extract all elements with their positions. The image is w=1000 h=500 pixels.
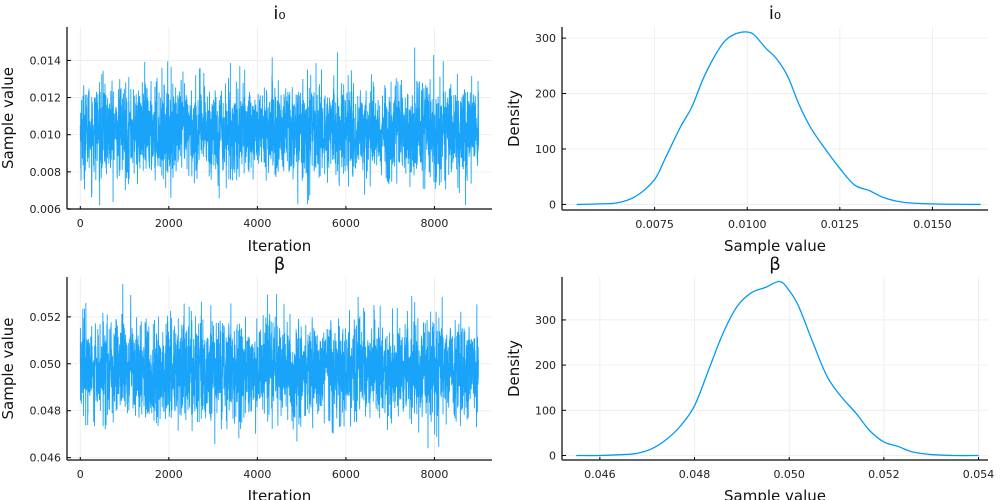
x-tick-label: 0	[77, 468, 84, 481]
y-axis-label: Sample value	[0, 67, 17, 169]
y-tick-label: 0.052	[30, 311, 62, 324]
y-tick-label: 0.006	[30, 203, 62, 216]
chart-title: i₀	[769, 3, 781, 24]
trace-line	[79, 47, 480, 206]
x-tick-label: 0.0150	[913, 218, 952, 231]
x-tick-label: 0.046	[584, 468, 616, 481]
y-tick-label: 100	[535, 143, 556, 156]
x-axis-label: Sample value	[724, 487, 826, 500]
x-axis-label: Sample value	[724, 237, 826, 255]
x-tick-label: 2000	[155, 217, 183, 230]
panel-4: 0.046 0.048 0.050 0.052 0.054 0 100 200 300 β Samp…	[505, 254, 994, 500]
y-tick-label: 0.048	[30, 405, 62, 418]
chart-title: β	[274, 254, 286, 275]
density-curve	[576, 31, 981, 206]
y-tick-label: 0	[549, 198, 556, 211]
trace-line	[79, 284, 480, 449]
x-axis-label: Iteration	[248, 237, 312, 255]
y-tick-label: 300	[535, 314, 556, 327]
density-curve	[576, 280, 979, 457]
y-tick-label: 0.010	[30, 129, 62, 142]
x-tick-label: 2000	[155, 468, 183, 481]
panel-3: 0 2000 4000 6000 8000 0.046 0.048 0.050 0.052 β It…	[0, 254, 492, 500]
y-tick-label: 0.008	[30, 166, 62, 179]
x-tick-label: 0.054	[963, 468, 995, 481]
x-tick-label: 4000	[243, 217, 271, 230]
y-axis-label: Sample value	[0, 318, 17, 420]
y-tick-label: 0	[549, 449, 556, 462]
x-tick-label: 0	[77, 217, 84, 230]
y-tick-label: 200	[535, 88, 556, 101]
y-tick-label: 0.012	[30, 92, 62, 105]
y-tick-label: 300	[535, 32, 556, 45]
y-axis-label: Density	[505, 90, 523, 147]
y-tick-label: 0.050	[30, 358, 62, 371]
x-tick-label: 8000	[420, 468, 448, 481]
panel-1: 0 2000 4000 6000 8000 0.006 0.008 0.010 0.012 0.0…	[0, 3, 492, 255]
x-tick-label: 4000	[243, 468, 271, 481]
y-tick-label: 200	[535, 359, 556, 372]
x-tick-label: 0.0075	[635, 218, 674, 231]
x-axis-label: Iteration	[248, 487, 312, 500]
x-tick-label: 6000	[332, 217, 360, 230]
x-tick-label: 8000	[420, 217, 448, 230]
y-axis-label: Density	[505, 340, 523, 397]
x-tick-label: 0.0100	[728, 218, 767, 231]
y-tick-label: 0.046	[30, 452, 62, 465]
y-tick-label: 100	[535, 404, 556, 417]
x-tick-label: 0.0125	[821, 218, 860, 231]
chart-title: i₀	[273, 3, 285, 24]
x-tick-label: 0.050	[773, 468, 805, 481]
x-tick-label: 0.052	[868, 468, 900, 481]
panel-2: 0.0075 0.0100 0.0125 0.0150 0 100 200 300 i₀ Samp…	[505, 3, 988, 255]
chart-title: β	[769, 254, 781, 275]
x-tick-label: 0.048	[679, 468, 711, 481]
y-tick-label: 0.014	[30, 54, 62, 67]
x-tick-label: 6000	[332, 468, 360, 481]
